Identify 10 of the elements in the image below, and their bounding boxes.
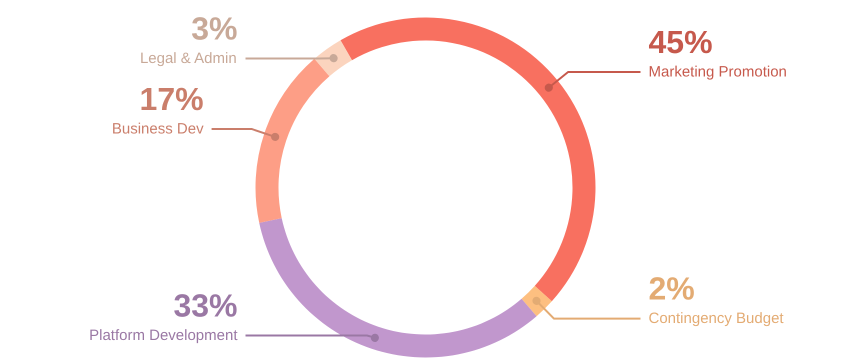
data-label: 45% (648, 24, 713, 60)
data-label: 3% (191, 10, 238, 46)
data-label: 2% (648, 270, 695, 307)
data-label: 17% (140, 80, 204, 117)
data-label: 33% (173, 288, 238, 324)
slice-label: Legal & Admin (140, 50, 237, 67)
slice-label: Business Dev (112, 120, 204, 138)
slice-label: Platform Development (89, 327, 238, 344)
slice-label: Contingency Budget (648, 310, 784, 328)
slice-label: Marketing Promotion (648, 64, 787, 81)
